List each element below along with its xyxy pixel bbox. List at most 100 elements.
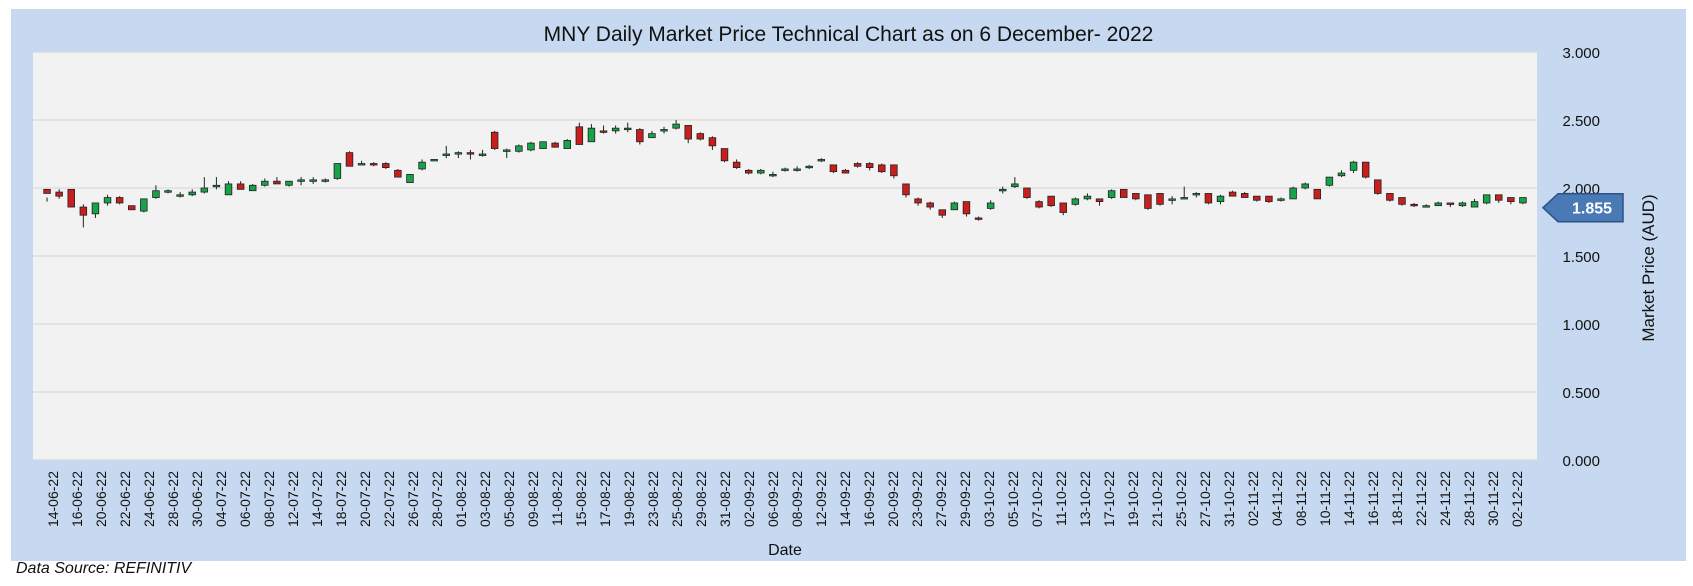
candle-body: [79, 206, 88, 216]
x-tick-label: 14-06-22: [45, 471, 61, 527]
candle-body: [164, 190, 172, 193]
candle-body: [1386, 193, 1394, 201]
candle-body: [841, 169, 850, 174]
x-tick-label: 08-07-22: [261, 471, 277, 527]
candle-body: [357, 163, 366, 166]
candle-body: [297, 179, 305, 182]
x-tick-label: 17-10-22: [1101, 471, 1117, 527]
candle-body: [1192, 193, 1201, 196]
candle-body: [1240, 193, 1249, 198]
candle-body: [1349, 161, 1358, 171]
candle-body: [853, 163, 862, 167]
x-tick-label: 08-09-22: [789, 471, 805, 527]
candle-body: [43, 188, 51, 194]
candle-body: [1507, 197, 1515, 203]
candle-body: [466, 152, 475, 155]
candle-body: [285, 180, 293, 186]
x-tick-label: 13-10-22: [1077, 471, 1093, 527]
x-tick-label: 17-08-22: [597, 471, 613, 527]
candle-body: [55, 191, 63, 197]
candle-body: [648, 133, 656, 139]
x-tick-label: 04-11-22: [1269, 471, 1285, 526]
x-tick-label: 14-09-22: [837, 471, 853, 527]
candle-body: [974, 217, 983, 220]
candle-body: [333, 163, 342, 179]
candle-body: [660, 129, 668, 132]
y-axis-title: Market Price (AUD): [1639, 194, 1658, 341]
candle-body: [1216, 195, 1225, 203]
candle-body: [1470, 201, 1479, 208]
candle-body: [1059, 202, 1067, 213]
candle-body: [152, 190, 160, 198]
candle-body: [442, 153, 450, 156]
x-tick-label: 05-10-22: [1005, 471, 1021, 527]
candle-body: [551, 142, 559, 148]
x-tick-label: 03-10-22: [981, 471, 997, 527]
candle-body: [309, 179, 317, 182]
candle-body: [902, 183, 910, 196]
x-tick-label: 26-07-22: [405, 471, 421, 527]
candle-body: [478, 153, 487, 156]
candle-body: [587, 127, 596, 143]
x-tick-label: 11-10-22: [1053, 471, 1069, 526]
candle-body: [382, 163, 390, 169]
x-tick-label: 18-11-22: [1389, 471, 1405, 526]
candle-body: [261, 180, 269, 186]
candle-body: [1337, 172, 1346, 177]
x-tick-label: 01-08-22: [453, 471, 469, 527]
candle-body: [624, 127, 632, 131]
candle-body: [962, 201, 971, 215]
candle-body: [720, 148, 729, 162]
candle-body: [757, 169, 765, 174]
candle-body: [769, 173, 777, 177]
candle-body: [672, 123, 680, 129]
x-tick-label: 23-09-22: [909, 471, 925, 527]
candle-body: [926, 202, 934, 208]
candle-body: [103, 197, 112, 204]
candle-body: [696, 133, 705, 140]
x-tick-label: 10-11-22: [1317, 471, 1333, 526]
x-tick-label: 07-10-22: [1029, 471, 1045, 527]
x-tick-label: 06-07-22: [237, 471, 253, 527]
candle-body: [914, 198, 922, 204]
x-tick-label: 30-11-22: [1485, 471, 1501, 526]
candle-body: [515, 145, 523, 152]
candle-body: [732, 161, 741, 169]
candle-body: [1168, 198, 1176, 201]
candle-body: [1313, 188, 1322, 200]
candle-body: [999, 188, 1007, 192]
candle-body: [1398, 197, 1406, 205]
candle-body: [1144, 194, 1152, 209]
candle-body: [1458, 202, 1467, 207]
candle-body: [188, 191, 196, 196]
candle-body: [1495, 194, 1503, 201]
candle-body: [878, 164, 886, 173]
data-source-note: Data Source: REFINITIV: [16, 560, 192, 577]
candle-body: [527, 142, 535, 151]
x-tick-label: 12-07-22: [285, 471, 301, 527]
candle-body: [1023, 187, 1031, 198]
x-tick-label: 03-08-22: [477, 471, 493, 527]
candle-body: [636, 129, 644, 143]
candle-body: [1180, 197, 1188, 200]
candle-body: [236, 183, 245, 190]
x-tick-label: 25-08-22: [669, 471, 685, 527]
x-tick-label: 20-06-22: [93, 471, 109, 527]
candle-body: [1204, 193, 1213, 204]
x-tick-label: 22-07-22: [381, 471, 397, 527]
candle-body: [503, 149, 511, 152]
candle-body: [938, 209, 946, 216]
x-tick-label: 14-07-22: [309, 471, 325, 527]
candle-body: [1519, 197, 1527, 204]
candle-body: [212, 184, 221, 188]
x-tick-label: 02-11-22: [1245, 471, 1261, 526]
x-tick-label: 27-09-22: [933, 471, 949, 527]
candle-body: [1410, 203, 1418, 207]
candle-body: [200, 187, 209, 193]
candle-body: [394, 169, 402, 178]
x-tick-label: 24-11-22: [1437, 471, 1453, 526]
candle-body: [1482, 194, 1491, 204]
x-tick-label: 23-08-22: [645, 471, 661, 527]
candle-body: [248, 184, 257, 192]
candle-body: [224, 183, 233, 196]
